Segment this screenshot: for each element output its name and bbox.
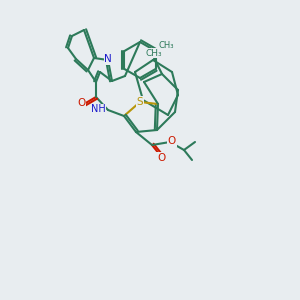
Text: CH₃: CH₃ xyxy=(146,49,162,58)
Text: O: O xyxy=(77,98,85,108)
Text: N: N xyxy=(104,54,112,64)
Text: S: S xyxy=(137,97,143,107)
Text: O: O xyxy=(157,153,165,163)
Text: O: O xyxy=(168,136,176,146)
Text: CH₃: CH₃ xyxy=(159,40,174,50)
Text: NH: NH xyxy=(91,104,106,114)
